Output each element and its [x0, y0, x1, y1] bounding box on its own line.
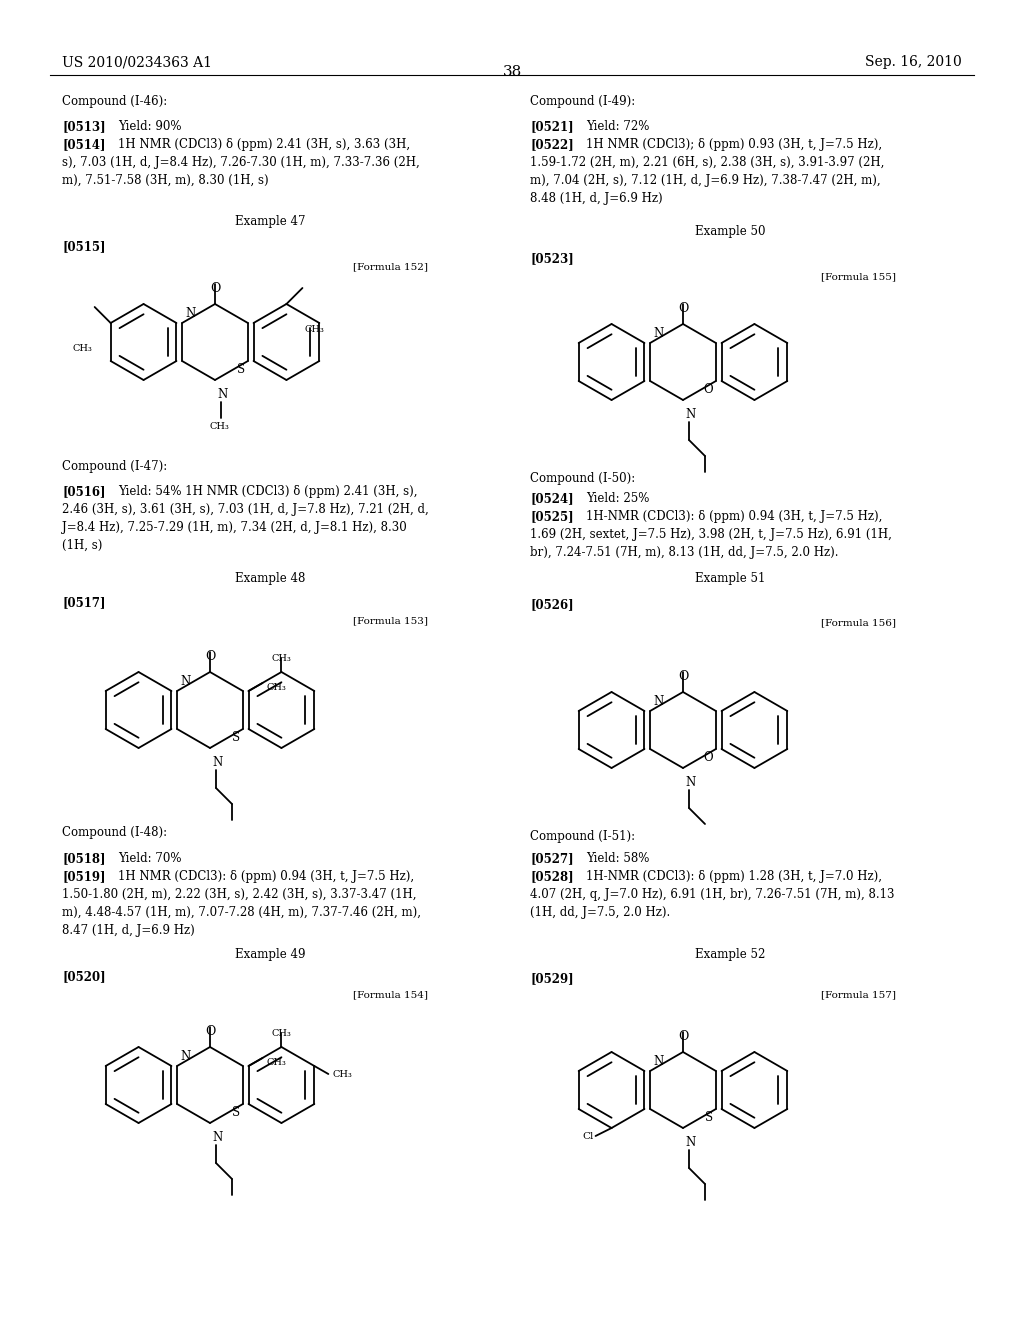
- Text: N: N: [212, 1131, 222, 1144]
- Text: [Formula 157]: [Formula 157]: [821, 990, 896, 999]
- Text: Yield: 25%: Yield: 25%: [586, 492, 649, 506]
- Text: CH₃: CH₃: [266, 1059, 287, 1067]
- Text: CH₃: CH₃: [209, 422, 229, 432]
- Text: N: N: [685, 1137, 695, 1148]
- Text: 2.46 (3H, s), 3.61 (3H, s), 7.03 (1H, d, J=7.8 Hz), 7.21 (2H, d,: 2.46 (3H, s), 3.61 (3H, s), 7.03 (1H, d,…: [62, 503, 429, 516]
- Text: Yield: 72%: Yield: 72%: [586, 120, 649, 133]
- Text: [0529]: [0529]: [530, 972, 573, 985]
- Text: 1.59-1.72 (2H, m), 2.21 (6H, s), 2.38 (3H, s), 3.91-3.97 (2H,: 1.59-1.72 (2H, m), 2.21 (6H, s), 2.38 (3…: [530, 156, 885, 169]
- Text: [Formula 153]: [Formula 153]: [353, 616, 428, 624]
- Text: 1H-NMR (CDCl3): δ (ppm) 1.28 (3H, t, J=7.0 Hz),: 1H-NMR (CDCl3): δ (ppm) 1.28 (3H, t, J=7…: [586, 870, 882, 883]
- Text: CH₃: CH₃: [304, 325, 325, 334]
- Text: Yield: 70%: Yield: 70%: [118, 851, 181, 865]
- Text: CH₃: CH₃: [333, 1071, 352, 1078]
- Text: N: N: [685, 408, 695, 421]
- Text: 8.48 (1H, d, J=6.9 Hz): 8.48 (1H, d, J=6.9 Hz): [530, 191, 663, 205]
- Text: s), 7.03 (1H, d, J=8.4 Hz), 7.26-7.30 (1H, m), 7.33-7.36 (2H,: s), 7.03 (1H, d, J=8.4 Hz), 7.26-7.30 (1…: [62, 156, 420, 169]
- Text: [0526]: [0526]: [530, 598, 573, 611]
- Text: O: O: [205, 649, 215, 663]
- Text: N: N: [653, 327, 664, 341]
- Text: 4.07 (2H, q, J=7.0 Hz), 6.91 (1H, br), 7.26-7.51 (7H, m), 8.13: 4.07 (2H, q, J=7.0 Hz), 6.91 (1H, br), 7…: [530, 888, 895, 902]
- Text: O: O: [678, 1030, 688, 1043]
- Text: Yield: 54% 1H NMR (CDCl3) δ (ppm) 2.41 (3H, s),: Yield: 54% 1H NMR (CDCl3) δ (ppm) 2.41 (…: [118, 484, 418, 498]
- Text: 1.50-1.80 (2H, m), 2.22 (3H, s), 2.42 (3H, s), 3.37-3.47 (1H,: 1.50-1.80 (2H, m), 2.22 (3H, s), 2.42 (3…: [62, 888, 417, 902]
- Text: [0521]: [0521]: [530, 120, 573, 133]
- Text: [0525]: [0525]: [530, 510, 573, 523]
- Text: N: N: [217, 388, 227, 401]
- Text: Example 48: Example 48: [234, 572, 305, 585]
- Text: [0523]: [0523]: [530, 252, 573, 265]
- Text: Example 51: Example 51: [695, 572, 765, 585]
- Text: 1.69 (2H, sextet, J=7.5 Hz), 3.98 (2H, t, J=7.5 Hz), 6.91 (1H,: 1.69 (2H, sextet, J=7.5 Hz), 3.98 (2H, t…: [530, 528, 892, 541]
- Text: O: O: [210, 282, 220, 294]
- Text: (1H, dd, J=7.5, 2.0 Hz).: (1H, dd, J=7.5, 2.0 Hz).: [530, 906, 671, 919]
- Text: 1H NMR (CDCl3): δ (ppm) 0.94 (3H, t, J=7.5 Hz),: 1H NMR (CDCl3): δ (ppm) 0.94 (3H, t, J=7…: [118, 870, 414, 883]
- Text: [0513]: [0513]: [62, 120, 105, 133]
- Text: O: O: [205, 1026, 215, 1038]
- Text: br), 7.24-7.51 (7H, m), 8.13 (1H, dd, J=7.5, 2.0 Hz).: br), 7.24-7.51 (7H, m), 8.13 (1H, dd, J=…: [530, 546, 839, 558]
- Text: m), 7.04 (2H, s), 7.12 (1H, d, J=6.9 Hz), 7.38-7.47 (2H, m),: m), 7.04 (2H, s), 7.12 (1H, d, J=6.9 Hz)…: [530, 174, 881, 187]
- Text: Cl: Cl: [583, 1133, 594, 1140]
- Text: [0516]: [0516]: [62, 484, 105, 498]
- Text: Example 49: Example 49: [234, 948, 305, 961]
- Text: [0522]: [0522]: [530, 139, 573, 150]
- Text: [0520]: [0520]: [62, 970, 105, 983]
- Text: CH₃: CH₃: [266, 682, 287, 692]
- Text: N: N: [653, 1055, 664, 1068]
- Text: J=8.4 Hz), 7.25-7.29 (1H, m), 7.34 (2H, d, J=8.1 Hz), 8.30: J=8.4 Hz), 7.25-7.29 (1H, m), 7.34 (2H, …: [62, 521, 407, 535]
- Text: O: O: [678, 671, 688, 682]
- Text: [Formula 155]: [Formula 155]: [821, 272, 896, 281]
- Text: [Formula 156]: [Formula 156]: [821, 618, 896, 627]
- Text: (1H, s): (1H, s): [62, 539, 102, 552]
- Text: US 2010/0234363 A1: US 2010/0234363 A1: [62, 55, 212, 69]
- Text: [0519]: [0519]: [62, 870, 105, 883]
- Text: S: S: [231, 1106, 240, 1119]
- Text: O: O: [703, 383, 713, 396]
- Text: Example 47: Example 47: [234, 215, 305, 228]
- Text: Yield: 90%: Yield: 90%: [118, 120, 181, 133]
- Text: 1H NMR (CDCl3); δ (ppm) 0.93 (3H, t, J=7.5 Hz),: 1H NMR (CDCl3); δ (ppm) 0.93 (3H, t, J=7…: [586, 139, 882, 150]
- Text: 38: 38: [503, 65, 521, 79]
- Text: N: N: [685, 776, 695, 789]
- Text: 1H-NMR (CDCl3): δ (ppm) 0.94 (3H, t, J=7.5 Hz),: 1H-NMR (CDCl3): δ (ppm) 0.94 (3H, t, J=7…: [586, 510, 883, 523]
- Text: N: N: [185, 308, 196, 319]
- Text: S: S: [237, 363, 245, 376]
- Text: Compound (I-49):: Compound (I-49):: [530, 95, 635, 108]
- Text: [0518]: [0518]: [62, 851, 105, 865]
- Text: 1H NMR (CDCl3) δ (ppm) 2.41 (3H, s), 3.63 (3H,: 1H NMR (CDCl3) δ (ppm) 2.41 (3H, s), 3.6…: [118, 139, 411, 150]
- Text: [Formula 154]: [Formula 154]: [353, 990, 428, 999]
- Text: [0515]: [0515]: [62, 240, 105, 253]
- Text: N: N: [180, 675, 190, 688]
- Text: Compound (I-46):: Compound (I-46):: [62, 95, 167, 108]
- Text: Compound (I-47):: Compound (I-47):: [62, 459, 167, 473]
- Text: [0524]: [0524]: [530, 492, 573, 506]
- Text: O: O: [703, 751, 713, 764]
- Text: N: N: [212, 756, 222, 770]
- Text: m), 4.48-4.57 (1H, m), 7.07-7.28 (4H, m), 7.37-7.46 (2H, m),: m), 4.48-4.57 (1H, m), 7.07-7.28 (4H, m)…: [62, 906, 421, 919]
- Text: S: S: [231, 731, 240, 744]
- Text: [Formula 152]: [Formula 152]: [353, 261, 428, 271]
- Text: N: N: [180, 1049, 190, 1063]
- Text: S: S: [705, 1111, 713, 1125]
- Text: Compound (I-48):: Compound (I-48):: [62, 826, 167, 840]
- Text: Example 50: Example 50: [694, 224, 765, 238]
- Text: 8.47 (1H, d, J=6.9 Hz): 8.47 (1H, d, J=6.9 Hz): [62, 924, 195, 937]
- Text: O: O: [678, 302, 688, 315]
- Text: m), 7.51-7.58 (3H, m), 8.30 (1H, s): m), 7.51-7.58 (3H, m), 8.30 (1H, s): [62, 174, 268, 187]
- Text: Sep. 16, 2010: Sep. 16, 2010: [865, 55, 962, 69]
- Text: [0514]: [0514]: [62, 139, 105, 150]
- Text: [0528]: [0528]: [530, 870, 573, 883]
- Text: [0527]: [0527]: [530, 851, 573, 865]
- Text: CH₃: CH₃: [73, 345, 92, 352]
- Text: CH₃: CH₃: [271, 653, 292, 663]
- Text: Compound (I-50):: Compound (I-50):: [530, 473, 635, 484]
- Text: Yield: 58%: Yield: 58%: [586, 851, 649, 865]
- Text: N: N: [653, 696, 664, 708]
- Text: Compound (I-51):: Compound (I-51):: [530, 830, 635, 843]
- Text: Example 52: Example 52: [695, 948, 765, 961]
- Text: [0517]: [0517]: [62, 597, 105, 609]
- Text: CH₃: CH₃: [271, 1030, 292, 1038]
